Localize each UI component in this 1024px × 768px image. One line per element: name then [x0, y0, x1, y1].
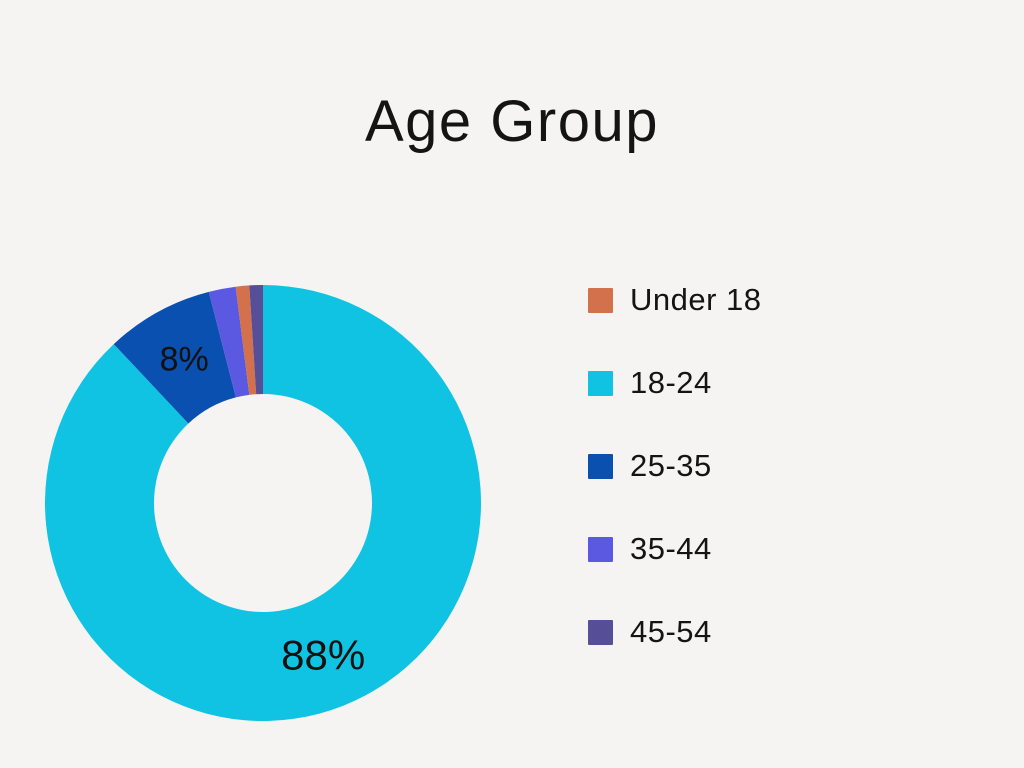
- slice-percent-label: 88%: [281, 632, 365, 679]
- legend-label: 18-24: [630, 365, 712, 400]
- slice-under-18: [235, 285, 257, 395]
- legend-swatch-icon: [588, 619, 613, 645]
- legend-swatch-icon: [588, 370, 613, 396]
- legend: Under 18 18-24 25-35 35-44 45-54: [588, 282, 762, 700]
- legend-item: 35-44: [588, 531, 762, 566]
- legend-swatch-icon: [588, 536, 613, 562]
- slice-percent-label: 8%: [160, 341, 209, 379]
- slice-18-24: [44, 285, 481, 721]
- donut-chart: 88% 8%: [44, 285, 481, 721]
- chart-title: Age Group: [364, 89, 659, 154]
- legend-label: 35-44: [630, 531, 712, 566]
- legend-item: Under 18: [588, 282, 762, 317]
- slice-45-54: [249, 285, 263, 395]
- legend-item: 18-24: [588, 365, 762, 400]
- legend-swatch-icon: [588, 287, 613, 313]
- legend-swatch-icon: [588, 453, 613, 479]
- legend-label: 45-54: [630, 614, 712, 649]
- legend-item: 45-54: [588, 614, 762, 649]
- legend-label: Under 18: [630, 282, 762, 317]
- slice-35-44: [208, 286, 250, 398]
- slice-25-35: [113, 291, 236, 424]
- legend-label: 25-35: [630, 448, 712, 483]
- legend-item: 25-35: [588, 448, 762, 483]
